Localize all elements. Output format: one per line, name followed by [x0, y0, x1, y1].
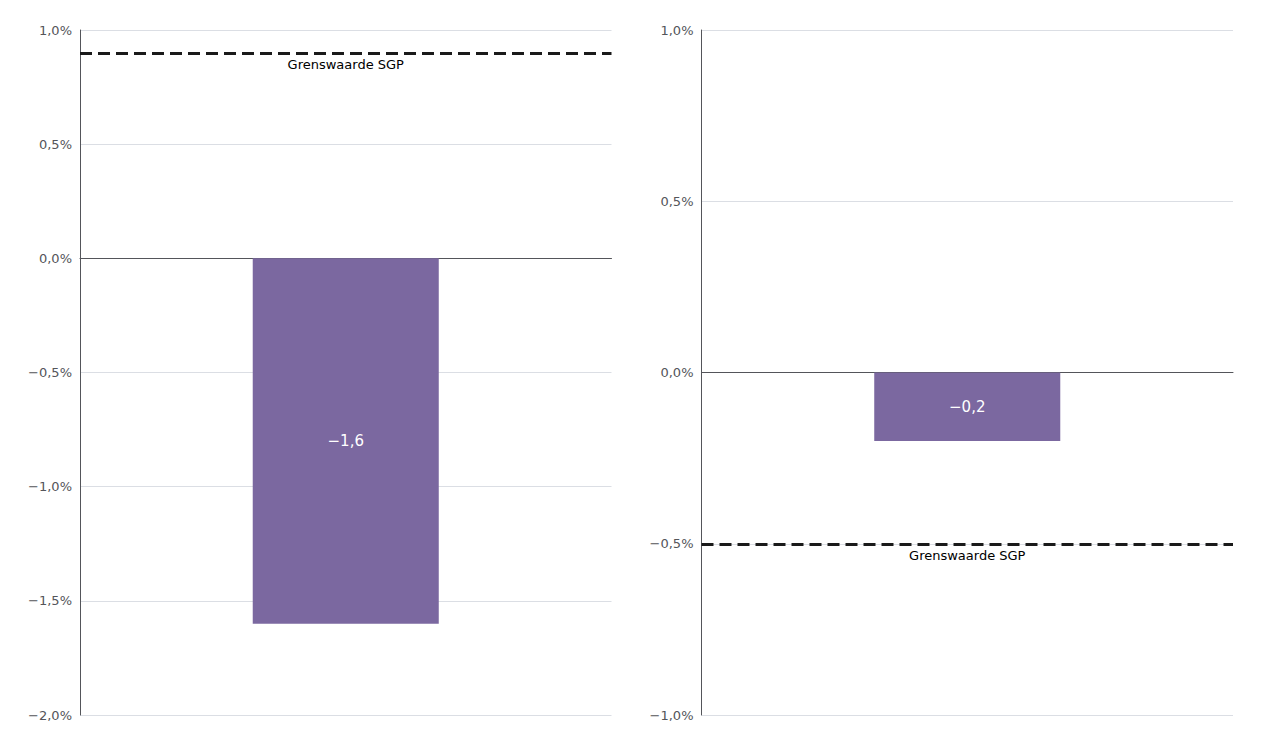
- svg-text:−1,6: −1,6: [328, 432, 364, 450]
- svg-text:−0,5%: −0,5%: [650, 536, 694, 551]
- svg-text:Grenswaarde SGP: Grenswaarde SGP: [909, 548, 1026, 563]
- svg-text:−1,0%: −1,0%: [28, 479, 72, 494]
- svg-text:0,0%: 0,0%: [660, 365, 693, 380]
- svg-text:1,0%: 1,0%: [39, 23, 72, 38]
- svg-text:0,5%: 0,5%: [660, 194, 693, 209]
- svg-text:−1,5%: −1,5%: [28, 593, 72, 608]
- svg-text:−0,2: −0,2: [949, 398, 985, 416]
- svg-text:0,5%: 0,5%: [39, 137, 72, 152]
- svg-text:1,0%: 1,0%: [660, 23, 693, 38]
- svg-text:−2,0%: −2,0%: [28, 708, 72, 723]
- svg-text:0,0%: 0,0%: [39, 251, 72, 266]
- svg-text:−0,5%: −0,5%: [28, 365, 72, 380]
- svg-text:−1,0%: −1,0%: [650, 708, 694, 723]
- svg-text:Grenswaarde SGP: Grenswaarde SGP: [288, 57, 405, 72]
